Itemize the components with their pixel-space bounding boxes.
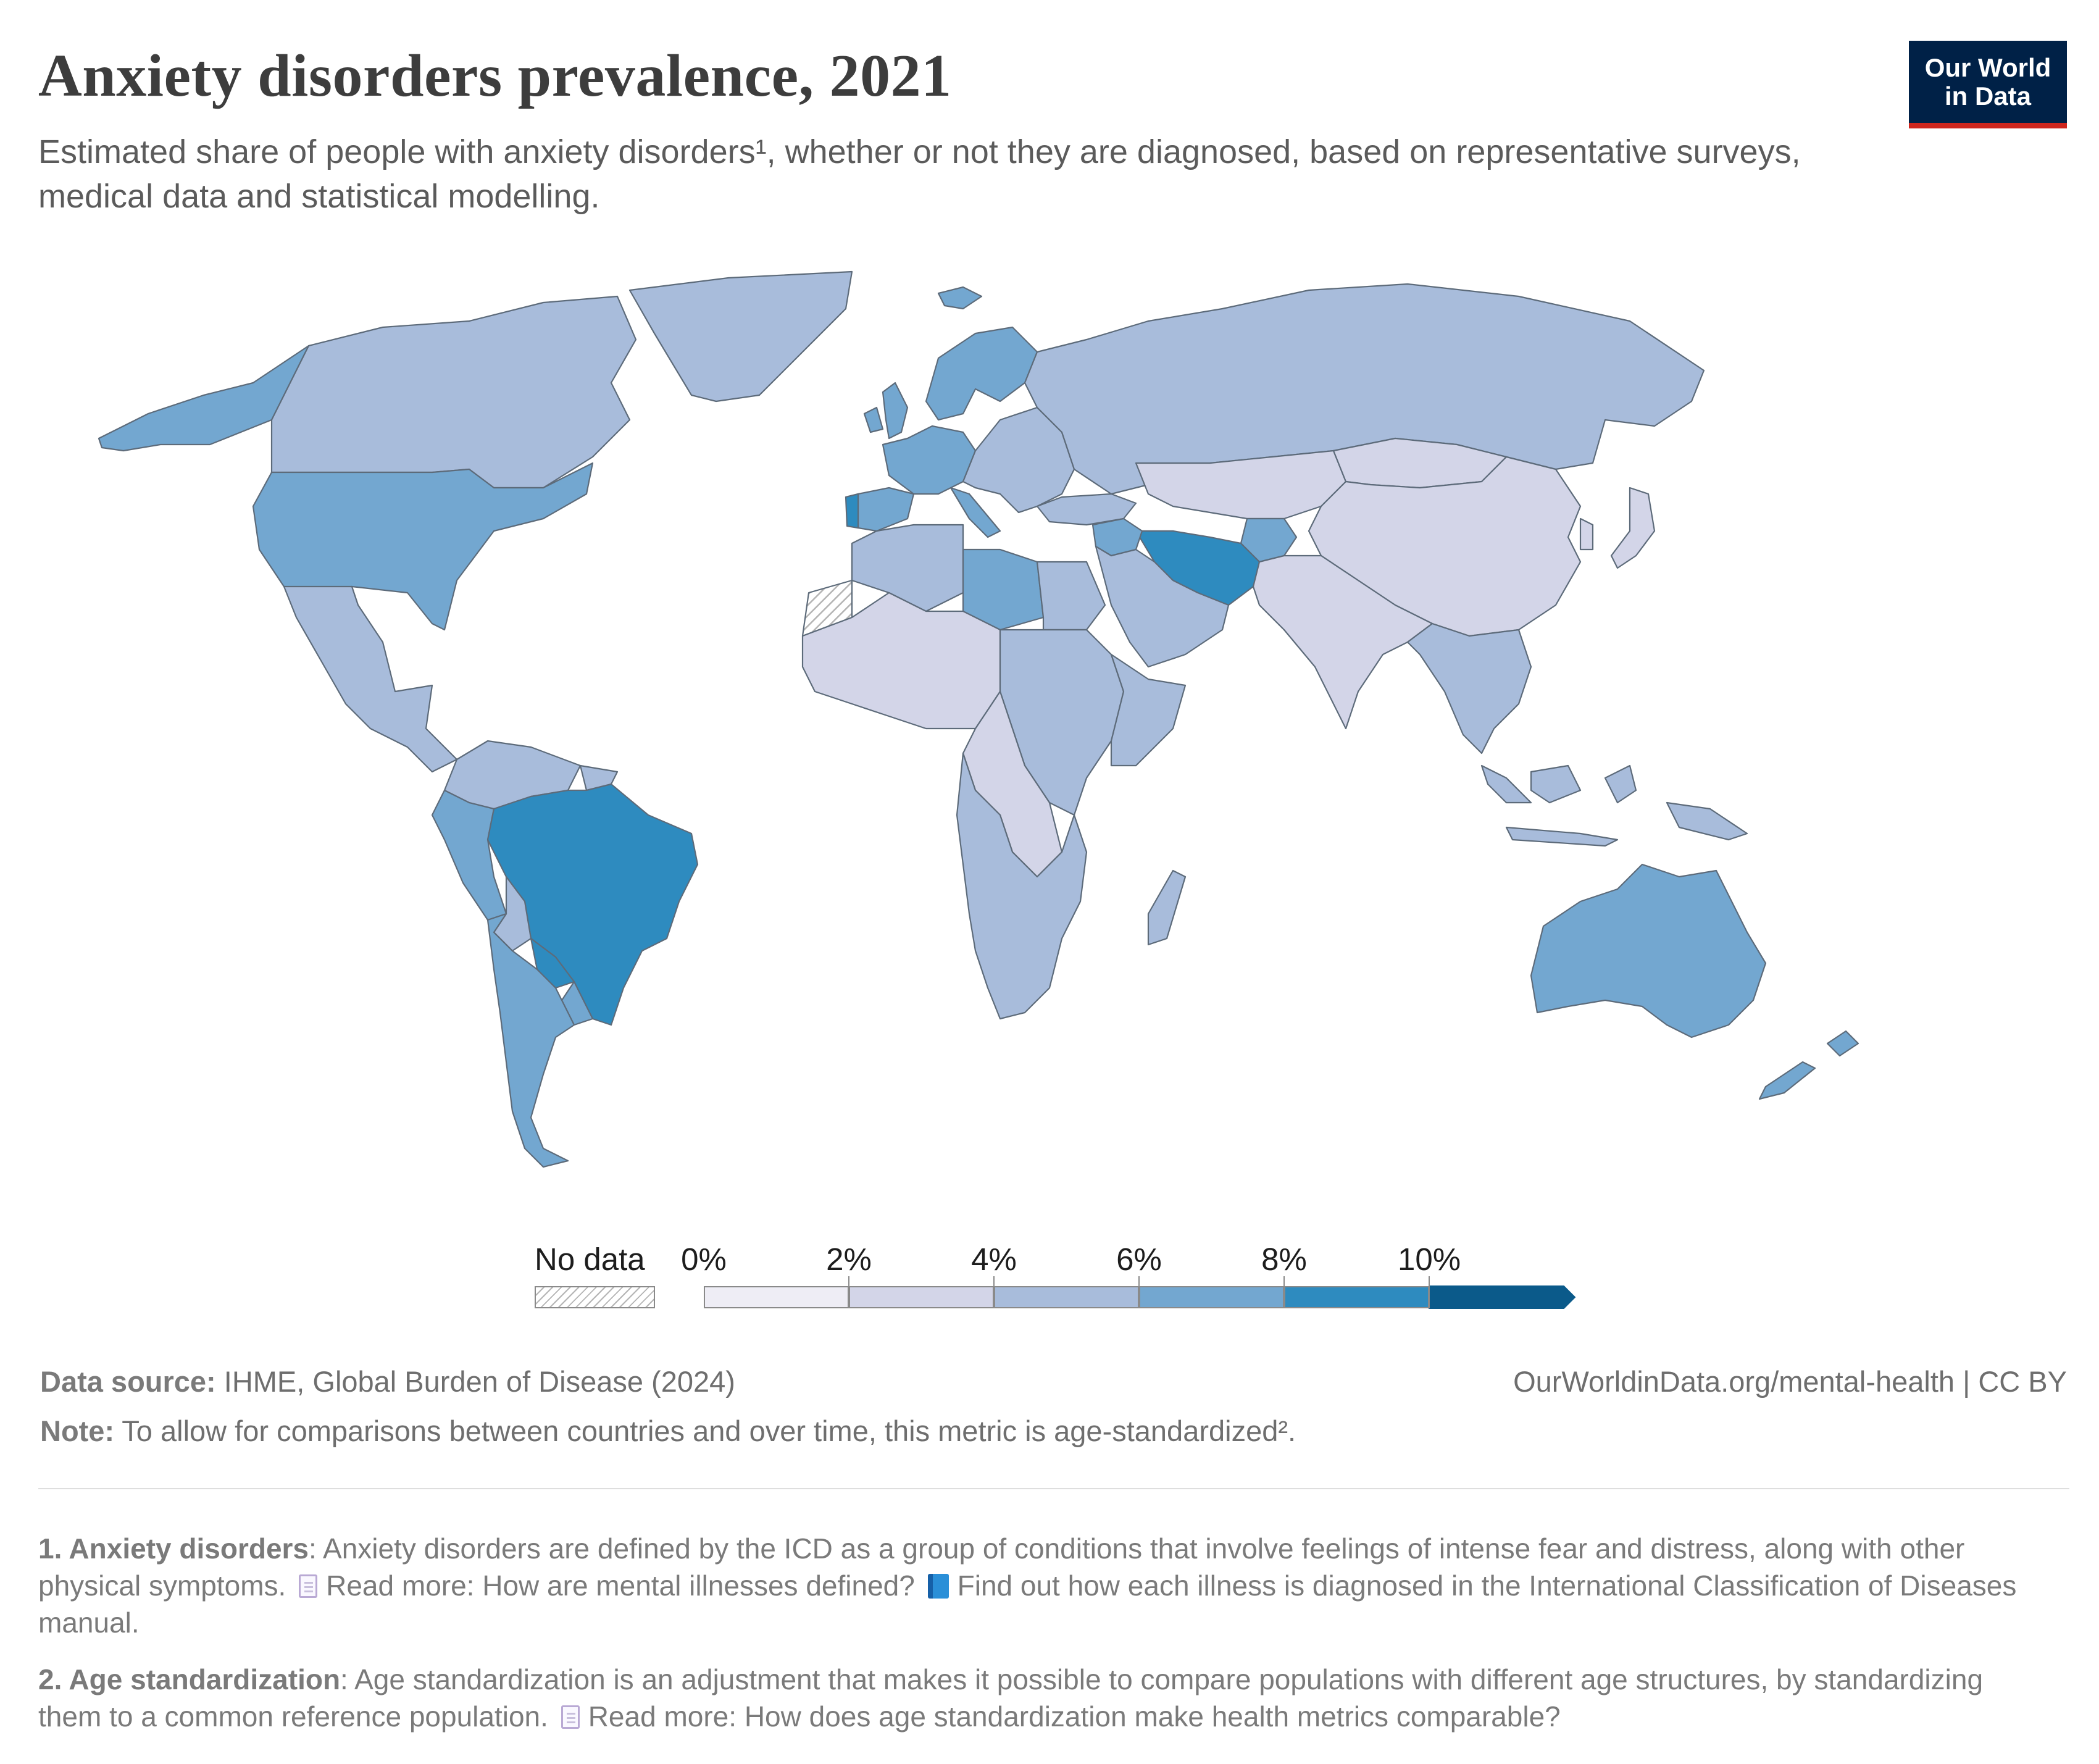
source-url-link[interactable]: OurWorldinData.org/mental-health | CC BY <box>1513 1365 2067 1398</box>
footnote-1-link-icd-manual[interactable]: Find out how each illness is diagnosed i… <box>38 1570 2017 1639</box>
data-source-label: Data source: <box>40 1365 216 1398</box>
legend-tick <box>1138 1276 1140 1308</box>
legend-tick-label-1: 2% <box>826 1242 872 1277</box>
legend-tick <box>848 1276 849 1308</box>
note-text: To allow for comparisons between countri… <box>114 1415 1296 1447</box>
book-icon <box>927 1574 949 1599</box>
legend-tick-label-3: 6% <box>1116 1242 1162 1277</box>
note-label: Note: <box>40 1415 115 1447</box>
region-uk-ireland[interactable] <box>863 382 909 440</box>
owid-logo[interactable]: Our World in Data <box>1909 41 2067 128</box>
region-greenland[interactable] <box>628 270 853 403</box>
region-libya[interactable] <box>962 548 1045 631</box>
legend-bin-3[interactable] <box>1139 1286 1284 1308</box>
owid-logo-text: Our World in Data <box>1924 52 2051 111</box>
legend-tick-label-5: 10% <box>1397 1242 1461 1277</box>
region-north-africa[interactable] <box>851 524 964 612</box>
region-southern-africa[interactable] <box>956 752 1088 1020</box>
footnote-1-text: : Anxiety disorders are defined by the I… <box>38 1532 1965 1602</box>
region-western-europe[interactable] <box>882 425 977 495</box>
data-source-text[interactable]: IHME, Global Burden of Disease (2024) <box>215 1365 735 1398</box>
map-legend: No data 0% 2% 4% 6% 8% 10% <box>0 1232 2099 1324</box>
region-arabian-peninsula[interactable] <box>1095 545 1230 668</box>
legend-tick-label-0: 0% <box>681 1242 727 1277</box>
region-egypt[interactable] <box>1036 561 1106 631</box>
note: Note: To allow for comparisons between c… <box>40 1414 1296 1448</box>
region-italy[interactable] <box>949 487 1001 538</box>
legend-bin-0[interactable] <box>704 1286 849 1308</box>
chart-title: Anxiety disorders prevalence, 2021 <box>38 43 952 109</box>
document-icon <box>299 1574 318 1598</box>
legend-tick-label-4: 8% <box>1261 1242 1307 1277</box>
region-korea-japan[interactable] <box>1579 487 1656 569</box>
region-iberia[interactable] <box>857 487 915 532</box>
footnote-2-text: : Age standardization is an adjustment t… <box>38 1663 1984 1733</box>
legend-tick <box>1429 1276 1430 1308</box>
legend-bin-5[interactable] <box>1428 1285 1576 1310</box>
legend-bin-4[interactable] <box>1284 1286 1429 1308</box>
world-map <box>98 270 1859 1168</box>
document-icon <box>561 1705 580 1729</box>
region-portugal[interactable] <box>845 493 859 529</box>
region-india-south-asia[interactable] <box>1252 554 1433 730</box>
chart-subtitle: Estimated share of people with anxiety d… <box>38 133 1801 215</box>
footnote-anxiety-disorders: 1. Anxiety disorders: Anxiety disorders … <box>38 1530 2051 1641</box>
region-kazakhstan-central-asia[interactable] <box>1135 449 1347 520</box>
legend-bin-2[interactable] <box>994 1286 1139 1308</box>
region-paraguay[interactable] <box>530 937 575 989</box>
region-indonesia[interactable] <box>1480 764 1637 847</box>
legend-tick-label-2: 4% <box>971 1242 1017 1277</box>
legend-no-data-swatch <box>535 1286 655 1308</box>
region-turkey[interactable] <box>1036 493 1137 526</box>
region-australia[interactable] <box>1530 863 1767 1039</box>
region-iceland[interactable] <box>937 286 983 310</box>
region-canada[interactable] <box>270 295 637 489</box>
legend-bin-1[interactable] <box>849 1286 994 1308</box>
legend-tick <box>1283 1276 1285 1308</box>
footer-divider <box>38 1488 2069 1489</box>
region-scandinavia[interactable] <box>925 326 1038 421</box>
region-papua-new-guinea[interactable] <box>1666 801 1748 841</box>
footnote-2-label: 2. Age standardization <box>38 1663 341 1695</box>
legend-no-data-label: No data <box>535 1242 645 1277</box>
region-southeast-asia[interactable] <box>1406 622 1532 755</box>
region-eastern-europe[interactable] <box>962 406 1075 514</box>
footnote-2-link-age-standardization[interactable]: Read more: How does age standardization … <box>588 1700 1561 1733</box>
footnote-1-link-mental-illnesses[interactable]: Read more: How are mental illnesses defi… <box>326 1570 915 1602</box>
footnote-age-standardization: 2. Age standardization: Age standardizat… <box>38 1661 2051 1735</box>
legend-tick <box>993 1276 995 1308</box>
data-source: Data source: IHME, Global Burden of Dise… <box>40 1365 735 1398</box>
region-new-zealand[interactable] <box>1758 1030 1859 1100</box>
region-horn-of-africa[interactable] <box>1110 653 1187 767</box>
region-argentina-chile[interactable] <box>486 913 575 1168</box>
footnote-1-label: 1. Anxiety disorders <box>38 1532 309 1565</box>
region-madagascar[interactable] <box>1147 869 1187 946</box>
